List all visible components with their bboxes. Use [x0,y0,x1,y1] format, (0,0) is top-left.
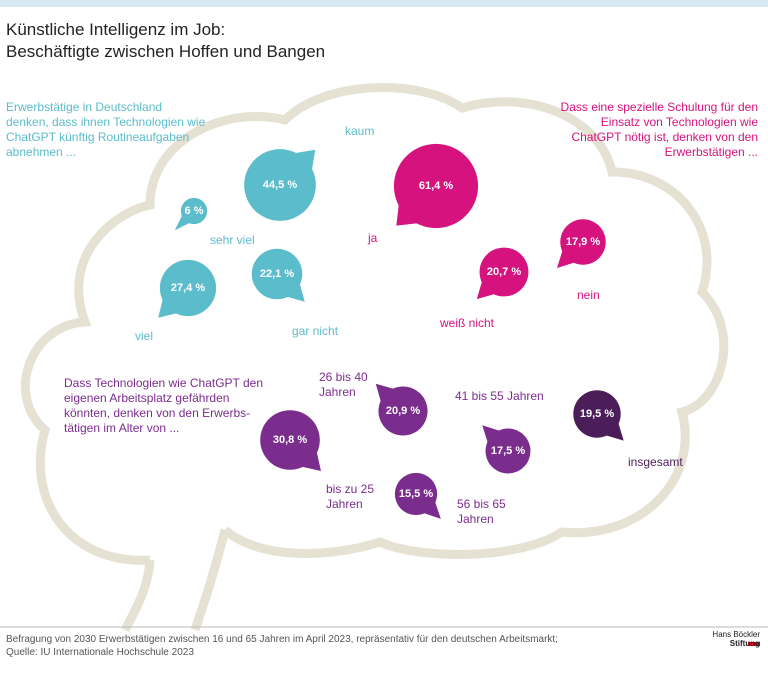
category-label: bis zu 25 Jahren [326,482,375,511]
bubble [260,410,320,470]
logo-mark [748,642,760,646]
bubble [378,386,428,436]
bubble [573,390,621,438]
category-label: gar nicht [292,324,339,338]
logo-text: Hans Böckler [712,630,760,639]
category-label: ja [368,231,378,245]
title: Beschäftigte zwischen Hoffen und Bangen [6,42,326,61]
value-label: 20,9 % [385,405,421,417]
brain-outline [20,83,729,633]
bubble [244,149,316,221]
bubble [159,259,217,317]
bubble [393,143,479,229]
bubble [485,428,531,474]
value-label: 61,4 % [418,180,454,192]
logo: Hans Böckler Stiftung [712,630,760,648]
subtitle: Dass Technologien wie ChatGPT den eigene… [64,376,264,435]
logo-text: Stiftung [729,639,760,648]
value-label: 6 % [184,205,204,217]
bubble [251,248,303,300]
top-bar [0,0,768,7]
subtitle: Erwerbstätige in Deutschland denken, das… [6,100,206,159]
value-label: 17,9 % [565,236,601,248]
footer-source: Quelle: IU Internationale Hochschule 202… [6,647,194,658]
title: Künstliche Intelligenz im Job: [6,20,226,39]
value-label: 15,5 % [398,488,434,500]
value-label: 27,4 % [170,282,206,294]
value-label: 20,7 % [486,266,522,278]
value-label: 19,5 % [579,408,615,420]
category-label: weiß nicht [440,316,495,330]
category-label: nein [577,288,600,302]
bubble [560,219,606,265]
bubble [180,197,208,225]
subtitle: Dass eine spezielle Schulung für den Ein… [560,100,758,159]
category-label: 56 bis 65 Jahren [457,497,506,526]
category-label: sehr viel [210,233,255,247]
category-label: viel [135,329,154,343]
category-label: kaum [345,124,375,138]
category-label: insgesamt [628,455,683,469]
value-label: 44,5 % [262,179,298,191]
footer-note: Befragung von 2030 Erwerbstätigen zwisch… [6,634,558,645]
value-label: 30,8 % [272,434,308,446]
category-label: 41 bis 55 Jahren [455,389,544,403]
bubble [394,472,438,516]
value-label: 17,5 % [490,445,526,457]
bubble [479,247,529,297]
category-label: 26 bis 40 Jahren [319,370,368,399]
value-label: 22,1 % [259,268,295,280]
bubble-tail [421,499,441,519]
bubble-tail [174,214,191,231]
